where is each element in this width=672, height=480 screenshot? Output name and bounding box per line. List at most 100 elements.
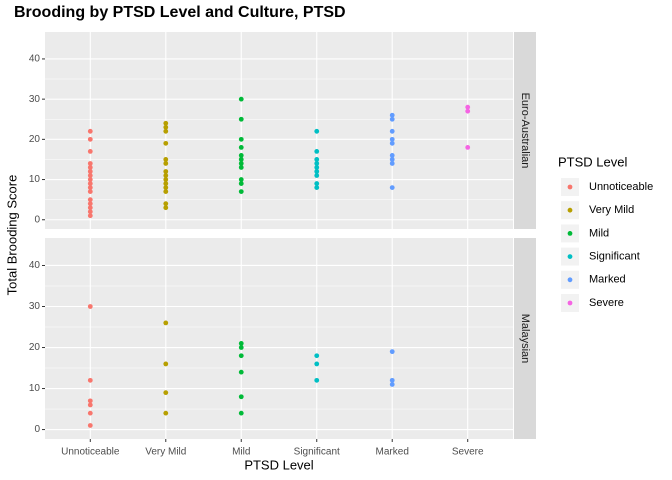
point bbox=[314, 353, 320, 359]
y-tick-label: 0 bbox=[34, 424, 40, 435]
facet-strip bbox=[514, 32, 536, 229]
legend-label: Severe bbox=[589, 297, 624, 309]
point bbox=[163, 140, 169, 146]
point bbox=[465, 108, 471, 114]
y-tick-label: 10 bbox=[29, 383, 41, 394]
point bbox=[238, 153, 244, 158]
point bbox=[314, 161, 320, 166]
legend-marker bbox=[567, 207, 573, 213]
point bbox=[163, 124, 169, 130]
point bbox=[238, 345, 244, 350]
point bbox=[163, 157, 169, 162]
y-tick-label: 40 bbox=[29, 260, 41, 271]
point bbox=[238, 181, 244, 186]
point bbox=[314, 361, 320, 367]
point bbox=[389, 349, 395, 355]
x-tick-label: Severe bbox=[452, 447, 484, 458]
point bbox=[87, 402, 93, 408]
point bbox=[238, 161, 244, 166]
y-tick-label: 20 bbox=[29, 134, 41, 145]
point bbox=[87, 165, 93, 170]
point bbox=[163, 410, 169, 416]
chart-title: Brooding by PTSD Level and Culture, PTSD bbox=[14, 4, 346, 21]
point bbox=[87, 161, 93, 166]
point bbox=[163, 173, 169, 178]
panel-background bbox=[45, 238, 513, 439]
point bbox=[238, 157, 244, 162]
y-tick-label: 0 bbox=[34, 214, 40, 225]
point bbox=[314, 149, 320, 154]
x-axis-title: PTSD Level bbox=[244, 457, 313, 472]
legend-marker bbox=[567, 300, 573, 306]
point bbox=[389, 116, 395, 122]
y-tick-label: 20 bbox=[29, 342, 41, 353]
point bbox=[163, 189, 169, 195]
point bbox=[163, 390, 169, 396]
point bbox=[238, 177, 244, 182]
point bbox=[389, 128, 395, 134]
point bbox=[238, 189, 244, 195]
point bbox=[163, 161, 169, 166]
facet-strip bbox=[514, 238, 536, 439]
point bbox=[238, 369, 244, 375]
point bbox=[87, 177, 93, 182]
point bbox=[87, 149, 93, 154]
point bbox=[87, 304, 93, 309]
point bbox=[87, 423, 93, 428]
legend-marker bbox=[567, 231, 573, 236]
point bbox=[163, 361, 169, 367]
legend-label: Mild bbox=[589, 227, 609, 239]
legend-label: Unnoticeable bbox=[589, 181, 653, 193]
point bbox=[238, 165, 244, 170]
point bbox=[314, 377, 320, 383]
point bbox=[87, 136, 93, 142]
point bbox=[87, 169, 93, 174]
point bbox=[163, 201, 169, 207]
y-tick-label: 40 bbox=[29, 54, 41, 65]
point bbox=[87, 209, 93, 215]
point bbox=[389, 153, 395, 158]
y-tick-label: 30 bbox=[29, 94, 41, 105]
point bbox=[163, 177, 169, 182]
point bbox=[389, 157, 395, 162]
point bbox=[87, 173, 93, 178]
point bbox=[314, 173, 320, 178]
facet-label: Malaysian bbox=[519, 314, 531, 364]
point bbox=[163, 181, 169, 186]
point bbox=[389, 136, 395, 142]
point bbox=[163, 120, 169, 126]
point bbox=[87, 189, 93, 195]
y-tick-label: 30 bbox=[29, 301, 41, 312]
x-tick-label: Very Mild bbox=[145, 447, 186, 458]
point bbox=[87, 197, 93, 203]
point bbox=[389, 140, 395, 146]
point bbox=[389, 377, 395, 383]
point bbox=[87, 181, 93, 186]
x-tick-label: Significant bbox=[294, 447, 340, 458]
point bbox=[314, 157, 320, 162]
point bbox=[389, 185, 395, 190]
point bbox=[87, 213, 93, 219]
point bbox=[238, 144, 244, 150]
point bbox=[389, 382, 395, 387]
point bbox=[87, 410, 93, 416]
point bbox=[238, 353, 244, 359]
legend-label: Very Mild bbox=[589, 204, 634, 216]
point bbox=[238, 136, 244, 142]
legend-marker bbox=[567, 254, 573, 259]
point bbox=[314, 128, 320, 134]
point bbox=[314, 169, 320, 174]
point bbox=[163, 128, 169, 134]
point bbox=[238, 116, 244, 122]
point bbox=[87, 185, 93, 190]
point bbox=[87, 398, 93, 404]
point bbox=[389, 161, 395, 166]
point bbox=[87, 201, 93, 207]
legend-marker bbox=[567, 184, 573, 190]
point bbox=[238, 394, 244, 400]
point bbox=[314, 165, 320, 170]
y-axis-title: Total Brooding Score bbox=[4, 175, 19, 296]
point bbox=[238, 341, 244, 346]
legend-label: Significant bbox=[589, 251, 640, 263]
